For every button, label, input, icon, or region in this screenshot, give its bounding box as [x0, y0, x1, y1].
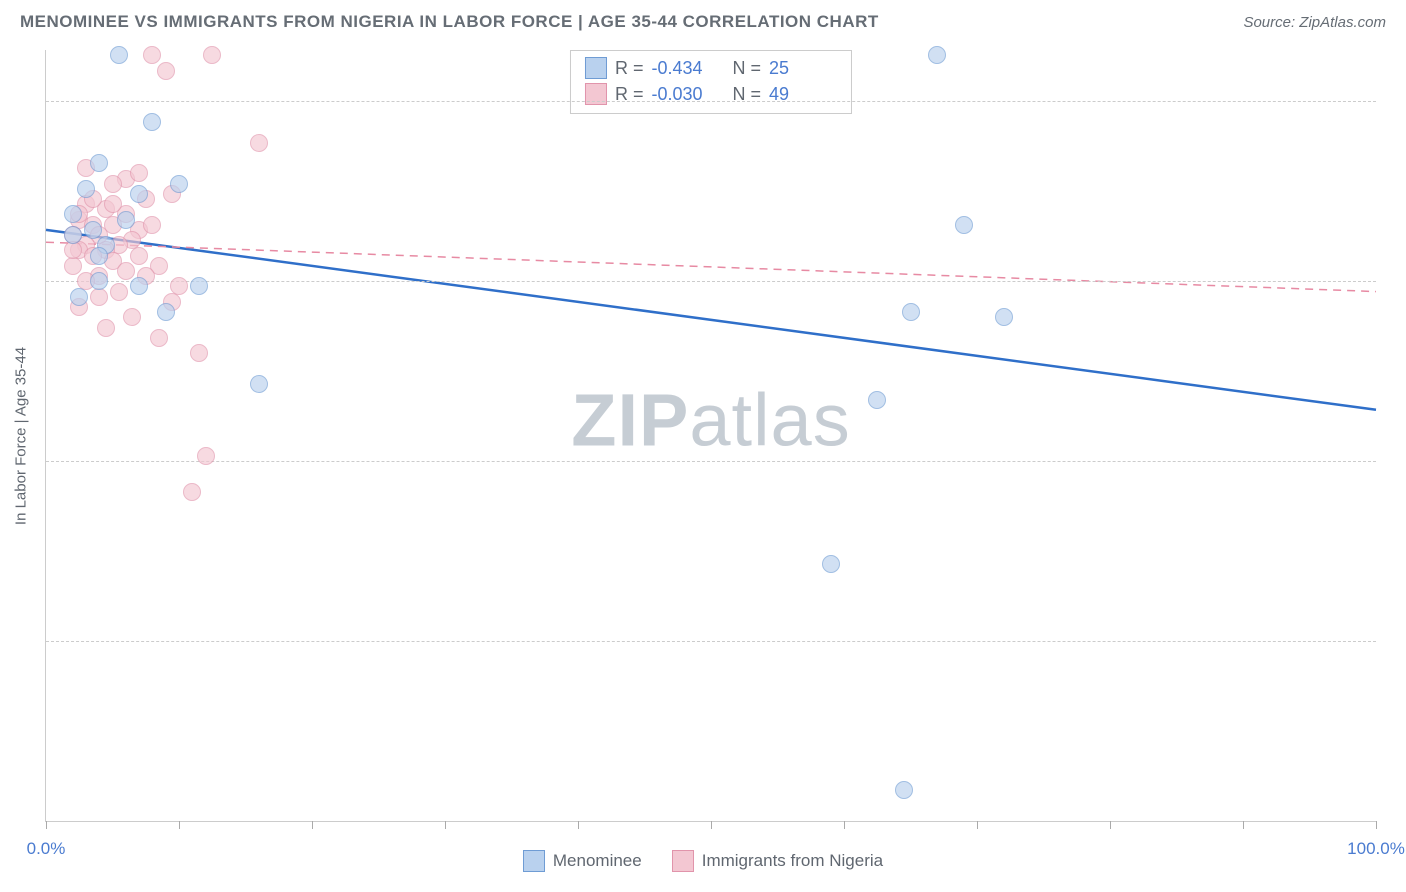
data-point: [130, 247, 148, 265]
data-point: [868, 391, 886, 409]
x-tick: [844, 821, 845, 829]
legend-swatch: [523, 850, 545, 872]
data-point: [117, 211, 135, 229]
data-point: [77, 180, 95, 198]
trend-line: [46, 242, 1376, 291]
y-tick-label: 100.0%: [1386, 91, 1406, 111]
source-label: Source: ZipAtlas.com: [1243, 14, 1386, 31]
data-point: [157, 62, 175, 80]
data-point: [150, 329, 168, 347]
gridline: [46, 461, 1376, 462]
chart-plot-area: In Labor Force | Age 35-44 ZIPatlas R = …: [45, 50, 1376, 822]
data-point: [928, 46, 946, 64]
data-point: [90, 154, 108, 172]
gridline: [46, 101, 1376, 102]
legend-label: Menominee: [553, 851, 642, 871]
data-point: [190, 344, 208, 362]
x-tick: [46, 821, 47, 829]
legend-swatch: [585, 57, 607, 79]
data-point: [104, 195, 122, 213]
data-point: [90, 288, 108, 306]
data-point: [190, 277, 208, 295]
x-tick: [312, 821, 313, 829]
data-point: [170, 175, 188, 193]
gridline: [46, 641, 1376, 642]
data-point: [157, 303, 175, 321]
x-tick: [179, 821, 180, 829]
gridline: [46, 281, 1376, 282]
data-point: [84, 221, 102, 239]
data-point: [104, 175, 122, 193]
data-point: [130, 185, 148, 203]
stat-r-value: -0.434: [652, 58, 720, 79]
data-point: [130, 164, 148, 182]
data-point: [117, 262, 135, 280]
data-point: [70, 288, 88, 306]
data-point: [123, 308, 141, 326]
legend-item: Menominee: [523, 850, 642, 872]
x-tick: [1243, 821, 1244, 829]
data-point: [90, 272, 108, 290]
data-point: [110, 283, 128, 301]
series-legend: Menominee Immigrants from Nigeria: [0, 850, 1406, 872]
x-tick: [977, 821, 978, 829]
y-axis-label: In Labor Force | Age 35-44: [13, 346, 30, 524]
data-point: [183, 483, 201, 501]
x-tick: [578, 821, 579, 829]
data-point: [64, 257, 82, 275]
data-point: [895, 781, 913, 799]
data-point: [995, 308, 1013, 326]
data-point: [97, 319, 115, 337]
data-point: [250, 375, 268, 393]
data-point: [64, 205, 82, 223]
trend-lines-svg: [46, 50, 1376, 821]
data-point: [203, 46, 221, 64]
data-point: [64, 226, 82, 244]
correlation-legend: R = -0.434 N = 25R = -0.030 N = 49: [570, 50, 852, 114]
chart-title: MENOMINEE VS IMMIGRANTS FROM NIGERIA IN …: [20, 12, 879, 32]
legend-row: R = -0.030 N = 49: [585, 81, 837, 107]
x-tick: [445, 821, 446, 829]
data-point: [130, 277, 148, 295]
watermark-text: ZIPatlas: [571, 378, 850, 463]
y-tick-label: 82.5%: [1386, 271, 1406, 291]
x-tick: [1110, 821, 1111, 829]
data-point: [143, 216, 161, 234]
data-point: [197, 447, 215, 465]
y-tick-label: 47.5%: [1386, 631, 1406, 651]
stat-r-label: R =: [615, 58, 644, 79]
data-point: [143, 113, 161, 131]
data-point: [90, 247, 108, 265]
y-tick-label: 65.0%: [1386, 451, 1406, 471]
data-point: [250, 134, 268, 152]
x-tick: [1376, 821, 1377, 829]
x-tick: [711, 821, 712, 829]
legend-item: Immigrants from Nigeria: [672, 850, 883, 872]
data-point: [955, 216, 973, 234]
legend-swatch: [672, 850, 694, 872]
stat-n-label: N =: [728, 58, 762, 79]
data-point: [64, 241, 82, 259]
data-point: [143, 46, 161, 64]
data-point: [902, 303, 920, 321]
data-point: [110, 46, 128, 64]
data-point: [822, 555, 840, 573]
legend-label: Immigrants from Nigeria: [702, 851, 883, 871]
trend-line: [46, 230, 1376, 410]
stat-n-value: 25: [769, 58, 837, 79]
legend-row: R = -0.434 N = 25: [585, 55, 837, 81]
